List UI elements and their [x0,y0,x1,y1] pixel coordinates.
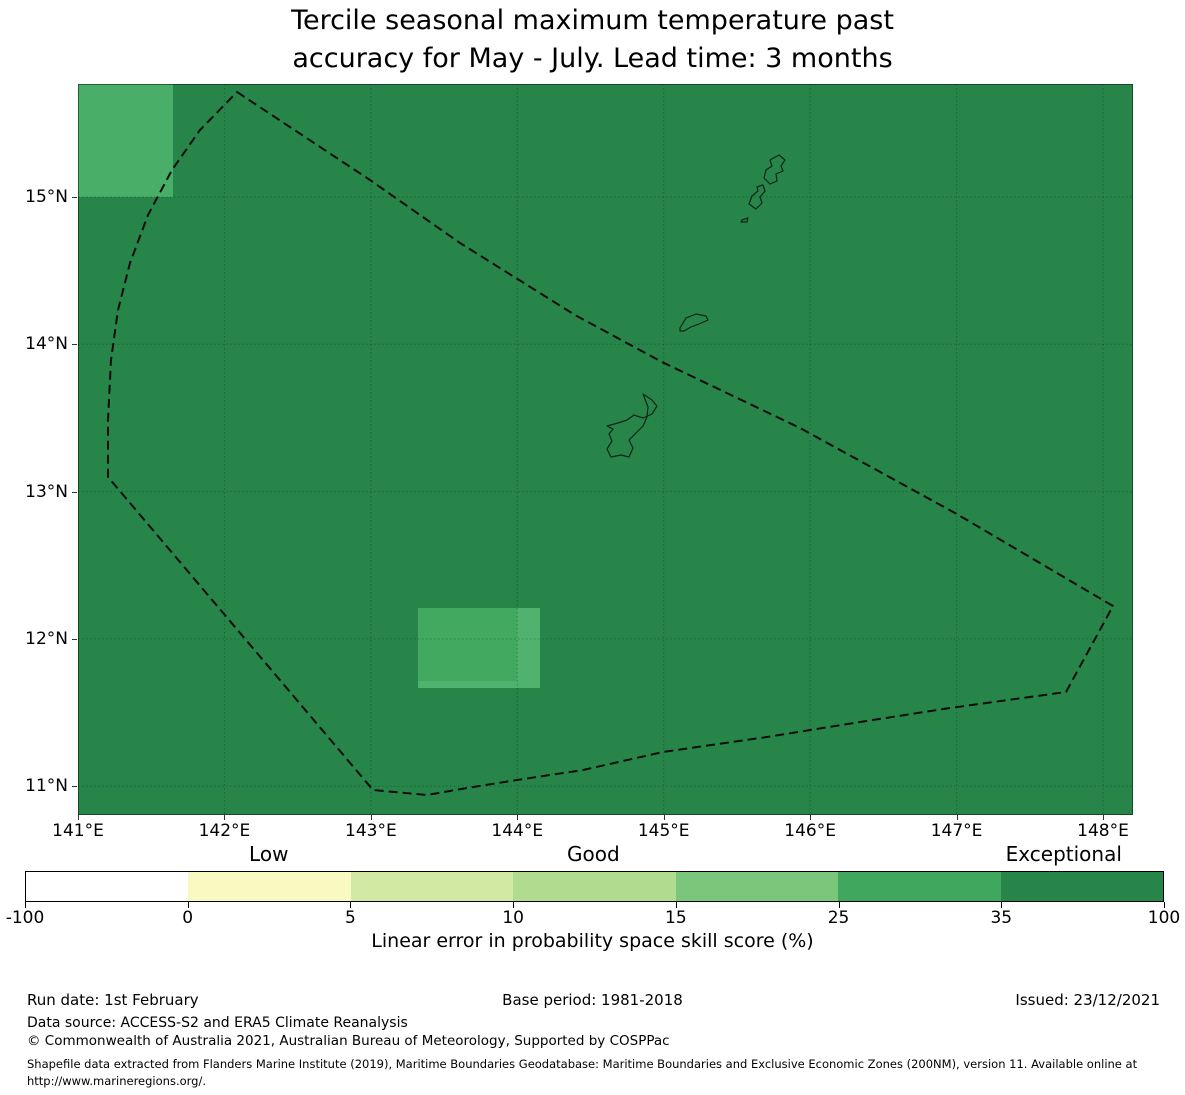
eez-boundary [107,91,1114,796]
base-period-text: Base period: 1981-2018 [502,991,683,1009]
ytick-mark [72,786,77,788]
colorbar-tick-mark [25,902,26,908]
ytick-label-15: 15°N [25,187,68,207]
colorbar-segment-2 [350,872,514,901]
island-outline-guam [606,393,658,458]
ytick-mark [72,638,77,640]
map-plot-area [78,84,1133,815]
xtick-mark [370,815,372,820]
colorbar-segment-3 [513,872,676,901]
colorbar-tick-label-15: 15 [665,908,687,928]
colorbar-tick-mark [1001,902,1003,908]
xtick-label-142: 142°E [198,821,251,841]
colorbar-tick-mark [1164,902,1165,908]
colorbar-tick-mark [513,902,515,908]
xtick-label-146: 146°E [784,821,836,841]
colorbar-segment-4 [675,872,839,901]
colorbar-segment-1 [188,872,351,901]
data-source-text: Data source: ACCESS-S2 and ERA5 Climate … [27,1015,408,1031]
island-outline-rota [679,313,709,332]
xtick-mark [810,815,812,820]
colorbar-segment-5 [838,872,1001,901]
ytick-mark [72,491,77,493]
colorbar-tick-label-10: 10 [502,908,524,928]
ytick-label-14: 14°N [25,334,68,355]
colorbar-tick-mark [675,902,677,908]
skill-cell-central-bottom [418,681,540,688]
figure-title-line2: accuracy for May - July. Lead time: 3 mo… [292,43,893,74]
colorbar-tick-mark [187,902,189,908]
xtick-label-147: 147°E [930,821,983,841]
skill-cell-northwest [78,84,173,197]
colorbar-category-low: Low [249,842,289,866]
copyright-text: © Commonwealth of Australia 2021, Austra… [27,1033,670,1049]
xtick-label-144: 144°E [491,821,544,841]
ytick-mark [72,344,77,346]
xtick-mark [224,815,226,820]
xtick-label-145: 145°E [637,821,690,841]
colorbar-tick-label-5: 5 [345,908,356,928]
xtick-mark [663,815,665,820]
issued-date-text: Issued: 23/12/2021 [1015,991,1160,1009]
map-svg [78,84,1133,815]
xtick-mark [1103,815,1104,820]
island-outline-saipan [763,154,786,185]
colorbar-tick-mark [838,902,840,908]
colorbar-category-exceptional: Exceptional [1005,842,1122,866]
ytick-label-12: 12°N [25,628,68,649]
ytick-label-13: 13°N [25,481,68,502]
colorbar-category-good: Good [567,842,620,866]
xtick-label-141: 141°E [52,821,104,841]
map-frame [78,84,1133,815]
xtick-mark [517,815,519,820]
colorbar-tick-label-0: 0 [182,908,194,928]
island-outline-aguijan [740,217,749,223]
xtick-label-148: 148°E [1077,821,1129,841]
colorbar-tick-label-25: 25 [827,908,850,928]
colorbar-tick-label-35: 35 [990,908,1013,928]
colorbar-segment-6 [1000,872,1163,901]
shapefile-note-text: Shapefile data extracted from Flanders M… [27,1057,1138,1088]
colorbar-tick-mark [350,902,352,908]
xtick-mark [956,815,958,820]
ytick-label-11: 11°N [25,776,68,797]
xtick-label-143: 143°E [345,821,397,841]
colorbar-tick-label--100: -100 [5,908,45,928]
colorbar-axis-label: Linear error in probability space skill … [371,930,814,952]
xtick-mark [78,815,79,820]
run-date-text: Run date: 1st February [27,991,199,1009]
map-background [78,84,1133,815]
island-outline-tinian [748,184,766,210]
colorbar-tick-label-100: 100 [1147,908,1181,928]
skill-cell-central-right [517,608,540,688]
figure-title: Tercile seasonal maximum temperature pas… [0,2,1185,78]
ytick-mark [72,197,77,198]
colorbar [25,871,1164,902]
colorbar-segment-0 [26,872,189,901]
figure-title-line1: Tercile seasonal maximum temperature pas… [291,5,894,36]
